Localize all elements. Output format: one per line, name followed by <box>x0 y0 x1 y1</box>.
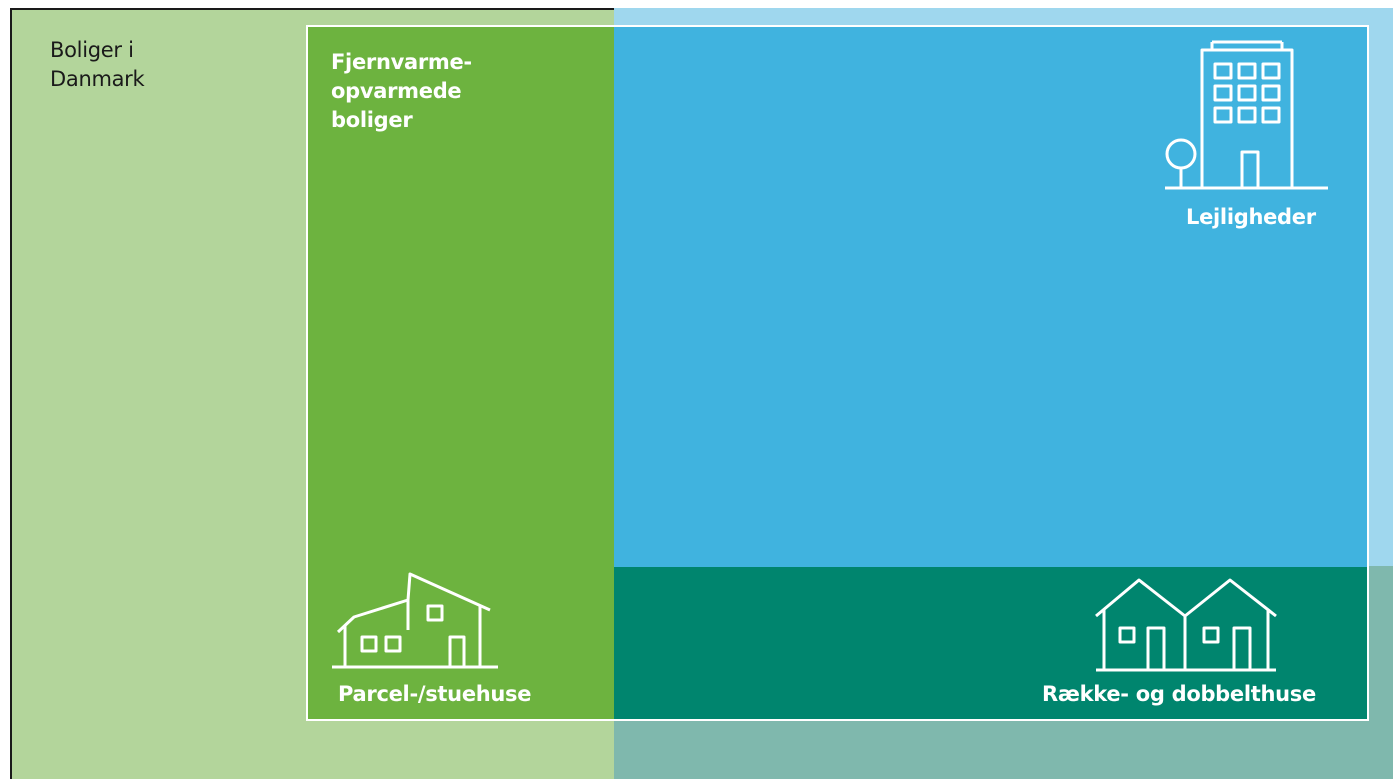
terraced-houses-label: Række- og dobbelthuse <box>1042 682 1316 706</box>
district-heated-terraced-area <box>614 567 1369 721</box>
detached-house-icon <box>332 572 498 669</box>
district-heated-frame <box>306 25 1369 721</box>
all-dwellings-label: Boliger i Danmark <box>50 38 145 91</box>
district-heated-detached-area <box>307 26 614 721</box>
district-heated-label: Fjernvarme- opvarmede boliger <box>331 50 472 132</box>
district-heated-apartments-area <box>614 26 1369 567</box>
terraced-houses-icon <box>1095 578 1277 672</box>
detached-houses-label: Parcel-/stuehuse <box>338 682 532 706</box>
apartment-building-icon <box>1165 40 1328 190</box>
apartments-label: Lejligheder <box>1186 205 1316 229</box>
